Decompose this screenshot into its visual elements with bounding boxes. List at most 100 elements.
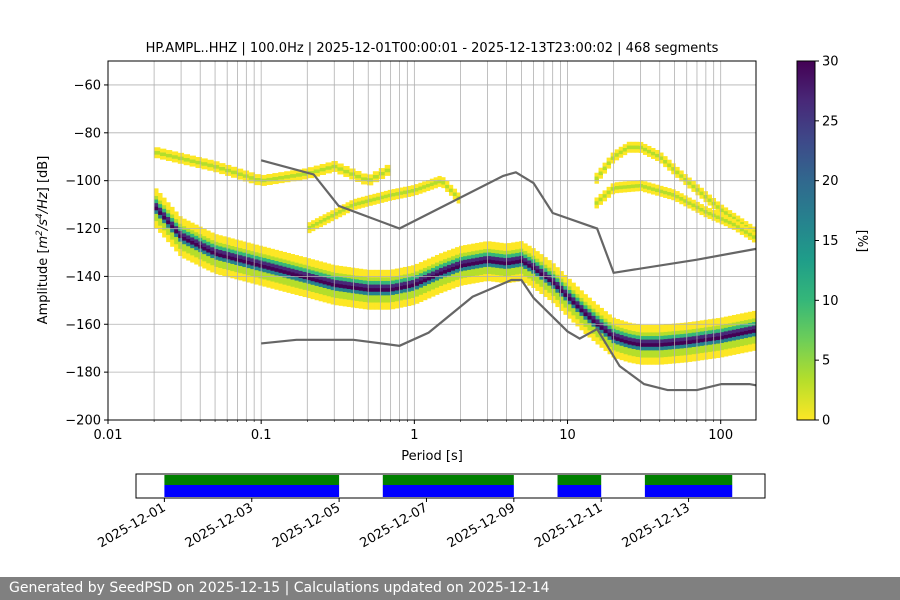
heatmap-cell — [463, 273, 468, 278]
heatmap-cell — [607, 339, 612, 344]
heatmap-cell — [539, 264, 544, 269]
heatmap-cell — [274, 264, 279, 269]
heatmap-cell — [695, 184, 700, 189]
heatmap-cell — [266, 251, 271, 256]
heatmap-cell — [451, 266, 456, 271]
heatmap-cell — [483, 263, 488, 268]
heatmap-cell — [651, 357, 657, 362]
heatmap-cell — [310, 259, 316, 264]
heatmap-cell — [262, 275, 267, 280]
heatmap-cell — [631, 337, 637, 342]
heatmap-cell — [731, 212, 737, 217]
heatmap-cell — [222, 265, 227, 270]
heatmap-cell — [563, 274, 568, 279]
heatmap-cell — [262, 282, 267, 287]
heatmap-cell — [743, 316, 749, 321]
heatmap-cell — [679, 348, 685, 353]
heatmap-cell — [715, 328, 721, 333]
heatmap-cell — [459, 263, 464, 268]
heatmap-cell — [330, 300, 336, 305]
heatmap-cell — [667, 163, 672, 168]
heatmap-cell — [623, 343, 628, 348]
heatmap-cell — [547, 296, 552, 301]
heatmap-cell — [479, 249, 484, 254]
heatmap-cell — [186, 235, 191, 240]
heatmap-cell — [606, 194, 612, 198]
heatmap-cell — [615, 326, 620, 331]
heatmap-cell — [319, 164, 326, 168]
heatmap-cell — [338, 298, 344, 303]
heatmap-cell — [406, 266, 412, 271]
chart-title: HP.AMPL..HHZ | 100.0Hz | 2025-12-01T00:0… — [146, 41, 719, 56]
heatmap-cell — [491, 256, 496, 261]
heatmap-cell — [715, 218, 721, 223]
heatmap-cell — [646, 153, 652, 157]
heatmap-cell — [739, 316, 745, 321]
y-tick-label: −100 — [65, 174, 101, 189]
heatmap-cell — [319, 167, 326, 172]
heatmap-cell — [358, 301, 364, 306]
heatmap-cell — [675, 166, 680, 171]
heatmap-cell — [503, 279, 508, 284]
heatmap-cell — [683, 340, 689, 345]
heatmap-cell — [422, 181, 427, 186]
heatmap-cell — [313, 165, 321, 170]
heatmap-cell — [262, 261, 267, 266]
heatmap-cell — [170, 221, 175, 226]
x-tick-label: 1 — [410, 428, 418, 443]
heatmap-cell — [406, 298, 412, 303]
heatmap-cell — [523, 257, 528, 262]
heatmap-cell — [225, 168, 232, 173]
heatmap-cell — [507, 268, 512, 273]
heatmap-cell — [250, 268, 255, 273]
heatmap-cell — [651, 190, 656, 195]
heatmap-cell — [751, 318, 757, 323]
heatmap-cell — [675, 334, 681, 339]
heatmap-cell — [459, 249, 464, 254]
heatmap-cell — [429, 182, 435, 187]
heatmap-cell — [378, 284, 384, 289]
heatmap-cell — [583, 297, 588, 302]
colorbar-tick-label: 25 — [822, 114, 839, 129]
heatmap-cell — [154, 209, 159, 214]
heatmap-cell — [699, 334, 705, 339]
heatmap-cell — [579, 293, 584, 298]
heatmap-cell — [622, 151, 628, 156]
heatmap-cell — [270, 252, 275, 257]
heatmap-cell — [579, 308, 584, 313]
heatmap-cell — [551, 266, 556, 271]
heatmap-cell — [634, 145, 640, 150]
heatmap-cell — [447, 282, 452, 287]
heatmap-cell — [727, 213, 733, 218]
heatmap-cell — [254, 255, 259, 260]
heatmap-cell — [183, 161, 190, 166]
heatmap-cell — [739, 324, 745, 329]
heatmap-cell — [507, 246, 512, 251]
heatmap-cell — [395, 191, 400, 196]
heatmap-cell — [410, 301, 416, 306]
heatmap-cell — [495, 267, 500, 272]
heatmap-cell — [278, 272, 283, 277]
heatmap-cell — [691, 180, 696, 185]
heatmap-cell — [374, 302, 380, 307]
heatmap-cell — [447, 275, 452, 280]
heatmap-cell — [330, 268, 336, 273]
heatmap-cell — [294, 290, 299, 295]
heatmap-cell — [603, 336, 608, 341]
heatmap-cell — [386, 277, 392, 281]
heatmap-cell — [338, 283, 344, 288]
heatmap-cell — [398, 274, 404, 279]
heatmap-cell — [418, 294, 424, 299]
heatmap-cell — [422, 281, 428, 286]
heatmap-cell — [691, 203, 696, 208]
heatmap-cell — [386, 280, 392, 285]
heatmap-cell — [337, 213, 343, 218]
heatmap-cell — [687, 336, 693, 341]
heatmap-cell — [655, 332, 661, 337]
heatmap-cell — [635, 335, 641, 340]
heatmap-cell — [646, 186, 652, 190]
heatmap-cell — [355, 178, 362, 182]
heatmap-cell — [262, 246, 267, 251]
heatmap-cell — [679, 177, 684, 182]
heatmap-cell — [236, 175, 244, 180]
